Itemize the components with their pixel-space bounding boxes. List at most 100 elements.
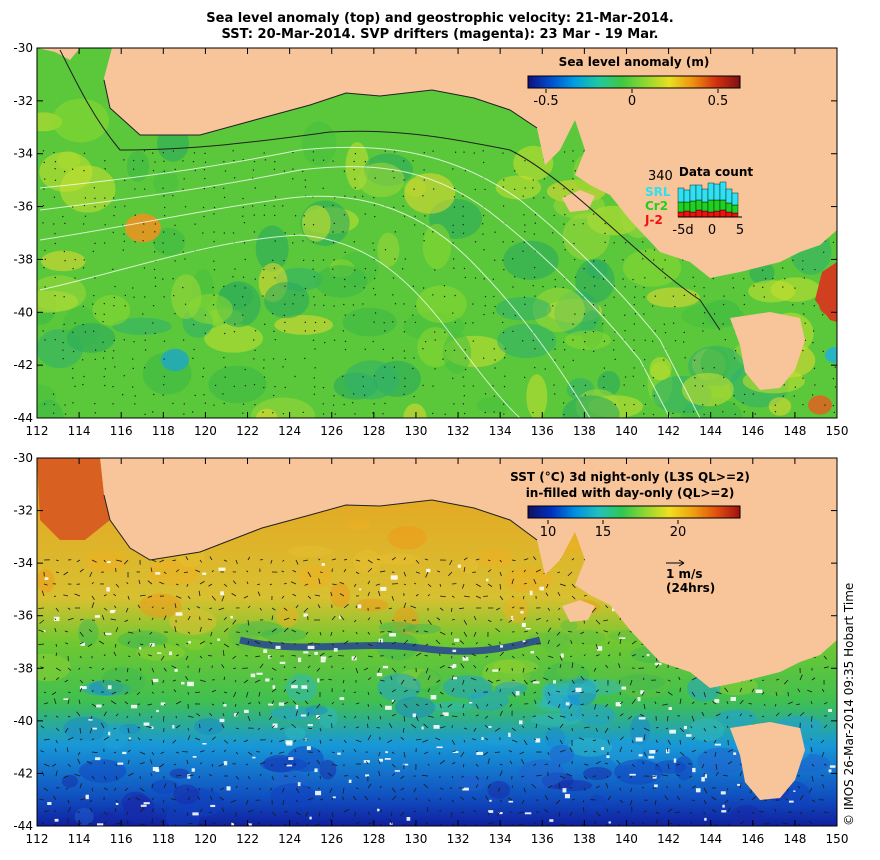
velocity-dot	[552, 232, 554, 234]
velocity-arrow	[556, 690, 561, 693]
sst-patch	[121, 791, 150, 814]
velocity-scale-period: (24hrs)	[666, 581, 715, 595]
velocity-dot	[163, 340, 166, 342]
velocity-arrow	[521, 759, 525, 765]
velocity-arrow	[199, 559, 203, 563]
velocity-arrow	[254, 679, 261, 683]
velocity-arrow	[535, 569, 542, 573]
velocity-arrow	[127, 641, 130, 645]
velocity-arrow	[246, 570, 249, 573]
velocity-dot	[53, 196, 56, 198]
cloud-speck	[175, 612, 183, 616]
velocity-arrow	[774, 808, 777, 813]
velocity-arrow	[811, 763, 815, 767]
colorbar-tick-label: -0.5	[533, 94, 558, 109]
velocity-arrow	[55, 607, 59, 612]
velocity-arrow	[103, 787, 108, 791]
data-count-bar-j2	[695, 209, 703, 218]
velocity-arrow	[486, 703, 489, 707]
velocity-arrow	[160, 751, 165, 754]
cloud-speck	[451, 677, 457, 680]
velocity-arrow	[127, 749, 131, 753]
velocity-arrow	[559, 655, 563, 661]
velocity-arrow	[533, 667, 537, 670]
velocity-arrow	[327, 772, 333, 777]
velocity-arrow	[403, 571, 407, 577]
cloud-speck	[621, 686, 627, 690]
velocity-arrow	[379, 785, 382, 789]
velocity-arrow	[293, 763, 297, 766]
velocity-arrow	[403, 653, 406, 657]
sst-patch	[329, 582, 351, 608]
velocity-arrow	[279, 727, 285, 730]
velocity-arrow	[67, 667, 72, 671]
bathymetry-contours	[39, 146, 701, 418]
velocity-arrow	[411, 724, 417, 729]
velocity-dot	[564, 151, 566, 153]
velocity-arrow	[691, 785, 697, 789]
velocity-arrow	[146, 725, 153, 729]
velocity-dot	[403, 331, 406, 333]
velocity-arrow	[114, 808, 117, 813]
velocity-dot	[113, 214, 115, 217]
velocity-dot	[304, 179, 306, 181]
velocity-dot	[103, 313, 105, 315]
velocity-arrow	[293, 775, 297, 778]
velocity-arrow	[580, 631, 585, 635]
velocity-arrow	[547, 691, 551, 696]
cloud-speck	[608, 821, 611, 824]
velocity-arrow	[210, 631, 213, 637]
velocity-arrow	[150, 715, 153, 719]
velocity-arrow	[293, 666, 297, 669]
velocity-dot	[282, 366, 284, 368]
sst-patch	[270, 783, 316, 808]
velocity-dot	[753, 285, 755, 287]
velocity-dot	[333, 276, 335, 279]
velocity-dot	[354, 187, 356, 189]
velocity-arrow	[436, 617, 441, 621]
cloud-speck	[317, 678, 320, 683]
velocity-arrow	[126, 820, 129, 825]
velocity-dot	[624, 314, 626, 316]
cloud-speck	[629, 773, 636, 776]
velocity-arrow	[151, 691, 155, 695]
sst-patch	[261, 628, 308, 642]
velocity-dot	[423, 179, 425, 181]
velocity-arrow	[294, 749, 297, 753]
velocity-arrow	[64, 679, 69, 683]
velocity-dot	[582, 223, 584, 225]
velocity-arrow	[127, 772, 134, 777]
velocity-arrow	[449, 559, 453, 566]
velocity-arrow	[331, 701, 335, 705]
velocity-arrow	[427, 583, 432, 588]
velocity-dot	[193, 323, 195, 326]
velocity-dot	[213, 404, 215, 406]
cloud-speck	[389, 822, 393, 825]
velocity-dot	[702, 385, 704, 387]
velocity-dot	[183, 413, 185, 415]
velocity-arrow	[678, 676, 681, 681]
velocity-dot	[724, 339, 726, 341]
velocity-arrow	[775, 691, 778, 697]
velocity-dot	[282, 205, 284, 207]
cloud-speck	[332, 796, 336, 799]
sst-patch	[97, 811, 118, 826]
velocity-arrow	[271, 725, 275, 729]
velocity-dot	[254, 404, 256, 406]
cloud-speck	[385, 705, 392, 710]
velocity-arrow	[149, 759, 153, 765]
sst-patch	[503, 597, 529, 624]
cloud-speck	[210, 804, 216, 808]
velocity-arrow	[40, 750, 45, 753]
velocity-arrow	[495, 627, 501, 633]
velocity-arrow	[808, 820, 813, 825]
velocity-arrow	[340, 615, 345, 621]
velocity-dot	[213, 231, 215, 233]
velocity-dot	[344, 195, 346, 197]
velocity-dot	[564, 195, 566, 198]
velocity-dot	[234, 268, 236, 270]
velocity-dot	[633, 339, 635, 341]
velocity-arrow	[147, 654, 153, 657]
velocity-dot	[534, 222, 536, 224]
velocity-dot	[374, 177, 376, 179]
